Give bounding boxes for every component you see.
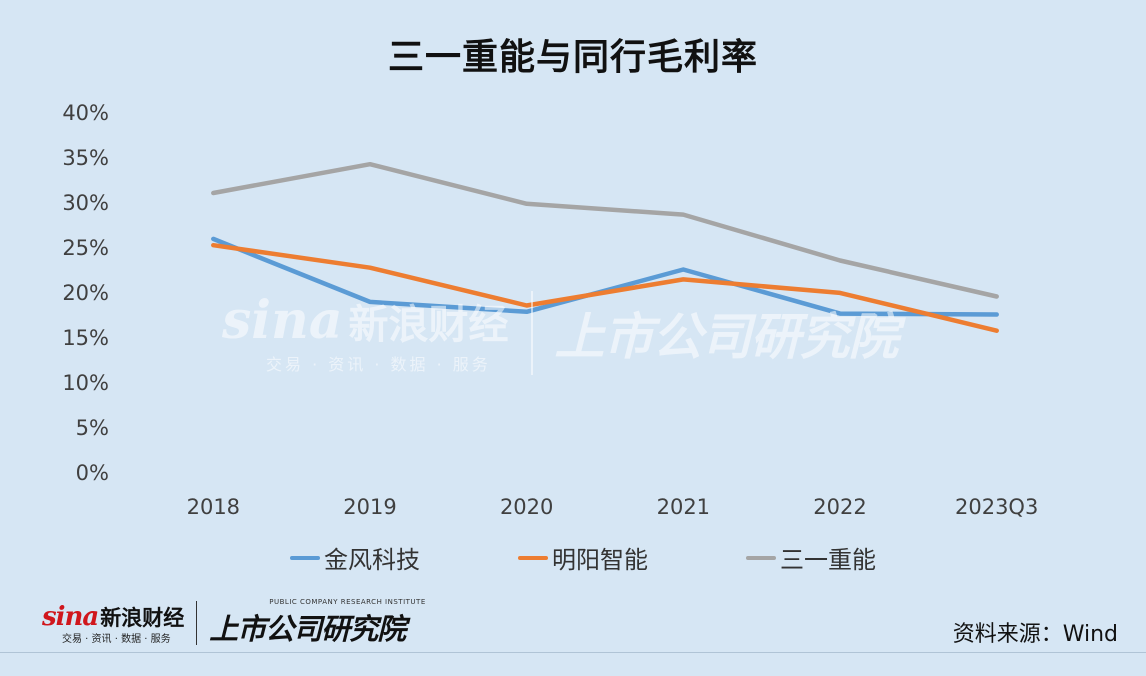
legend-swatch-sany (746, 555, 776, 560)
legend-label-jinfeng: 金风科技 (324, 546, 420, 574)
brand-logo: sina 新浪财经 交易 · 资讯 · 数据 · 服务 PUBLIC COMPA… (42, 598, 426, 648)
legend-label-sany: 三一重能 (780, 546, 876, 574)
x-tick-label: 2019 (343, 495, 396, 519)
y-tick-label: 10% (62, 371, 109, 395)
legend-swatch-mingyang (518, 555, 548, 560)
institute-subtitle: PUBLIC COMPANY RESEARCH INSTITUTE (269, 598, 426, 606)
y-tick-label: 30% (62, 191, 109, 215)
bottom-divider (0, 652, 1146, 653)
y-tick-label: 25% (62, 236, 109, 260)
sina-logo-name: 新浪财经 (100, 605, 185, 630)
x-tick-label: 2022 (813, 495, 866, 519)
series-line-mingyang (211, 242, 999, 333)
series-line-sany (211, 161, 999, 299)
legend-item-jinfeng: 金风科技 (290, 540, 420, 575)
x-tick-label: 2018 (187, 495, 240, 519)
y-tick-label: 20% (62, 281, 109, 305)
x-tick-label: 2023Q3 (955, 495, 1038, 519)
source-note: 资料来源：Wind (952, 622, 1118, 647)
y-tick-label: 40% (62, 101, 109, 125)
x-axis: 2018 2019 2020 2021 2022 2023Q3 (187, 495, 1039, 519)
y-tick-label: 5% (76, 416, 109, 440)
y-tick-label: 15% (62, 326, 109, 350)
y-tick-label: 0% (76, 461, 109, 485)
chart-title: 三一重能与同行毛利率 (387, 37, 758, 78)
sina-logo-word: sina (42, 601, 99, 632)
y-axis: 0% 5% 10% 15% 20% 25% 30% 35% 40% (62, 101, 109, 485)
institute-name: 上市公司研究院 (209, 612, 406, 646)
legend: 金风科技 明阳智能 三一重能 (0, 540, 1146, 580)
legend-item-sany: 三一重能 (746, 540, 876, 575)
x-tick-label: 2021 (657, 495, 710, 519)
legend-label-mingyang: 明阳智能 (552, 546, 648, 574)
series-lines (211, 161, 999, 333)
legend-item-mingyang: 明阳智能 (518, 540, 648, 575)
legend-swatch-jinfeng (290, 555, 320, 560)
brand-divider (196, 601, 198, 645)
y-tick-label: 35% (62, 146, 109, 170)
sina-logo-tagline: 交易 · 资讯 · 数据 · 服务 (62, 633, 171, 645)
x-tick-label: 2020 (500, 495, 553, 519)
